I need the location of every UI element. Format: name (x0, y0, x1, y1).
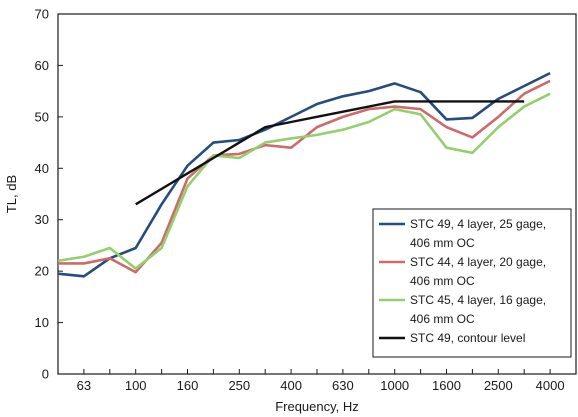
y-tick-label: 20 (35, 264, 49, 279)
x-tick-label: 4000 (536, 378, 565, 393)
y-axis-ticks: 0 10 20 30 40 50 60 70 (35, 7, 63, 382)
y-tick-label: 0 (42, 367, 49, 382)
x-tick-label: 63 (77, 378, 91, 393)
legend-label-4: STC 49, contour level (410, 331, 525, 345)
x-tick-label: 1600 (432, 378, 461, 393)
y-tick-label: 30 (35, 212, 49, 227)
legend: STC 49, 4 layer, 25 gage, 406 mm OC STC 44… (372, 208, 572, 358)
y-tick-label: 60 (35, 58, 49, 73)
legend-label-2: STC 44, 4 layer, 20 gage, (410, 255, 546, 269)
x-axis-title: Frequency, Hz (275, 399, 359, 414)
y-tick-label: 40 (35, 161, 49, 176)
x-tick-label: 100 (125, 378, 147, 393)
x-tick-label: 160 (177, 378, 199, 393)
x-tick-label: 1000 (380, 378, 409, 393)
series-lines (58, 71, 551, 278)
legend-label-1-cont: 406 mm OC (410, 236, 475, 250)
legend-label-2-cont: 406 mm OC (410, 274, 475, 288)
y-tick-label: 10 (35, 315, 49, 330)
x-tick-label: 400 (280, 378, 302, 393)
legend-label-3-cont: 406 mm OC (410, 312, 475, 326)
x-tick-label: 630 (332, 378, 354, 393)
legend-label-3: STC 45, 4 layer, 16 gage, (410, 293, 546, 307)
series-line-3 (58, 92, 551, 270)
x-tick-label: 250 (228, 378, 250, 393)
series-line-1 (58, 71, 551, 278)
legend-label-1: STC 49, 4 layer, 25 gage, (410, 217, 546, 231)
y-axis-title: TL, dB (4, 175, 19, 213)
y-tick-label: 50 (35, 109, 49, 124)
x-tick-label: 2500 (484, 378, 513, 393)
legend-box (372, 208, 572, 358)
x-axis-ticks: 63 100 160 250 400 630 1000 1600 2500 4000 (57, 369, 577, 393)
y-tick-label: 70 (35, 7, 49, 22)
series-line-4 (135, 100, 525, 206)
